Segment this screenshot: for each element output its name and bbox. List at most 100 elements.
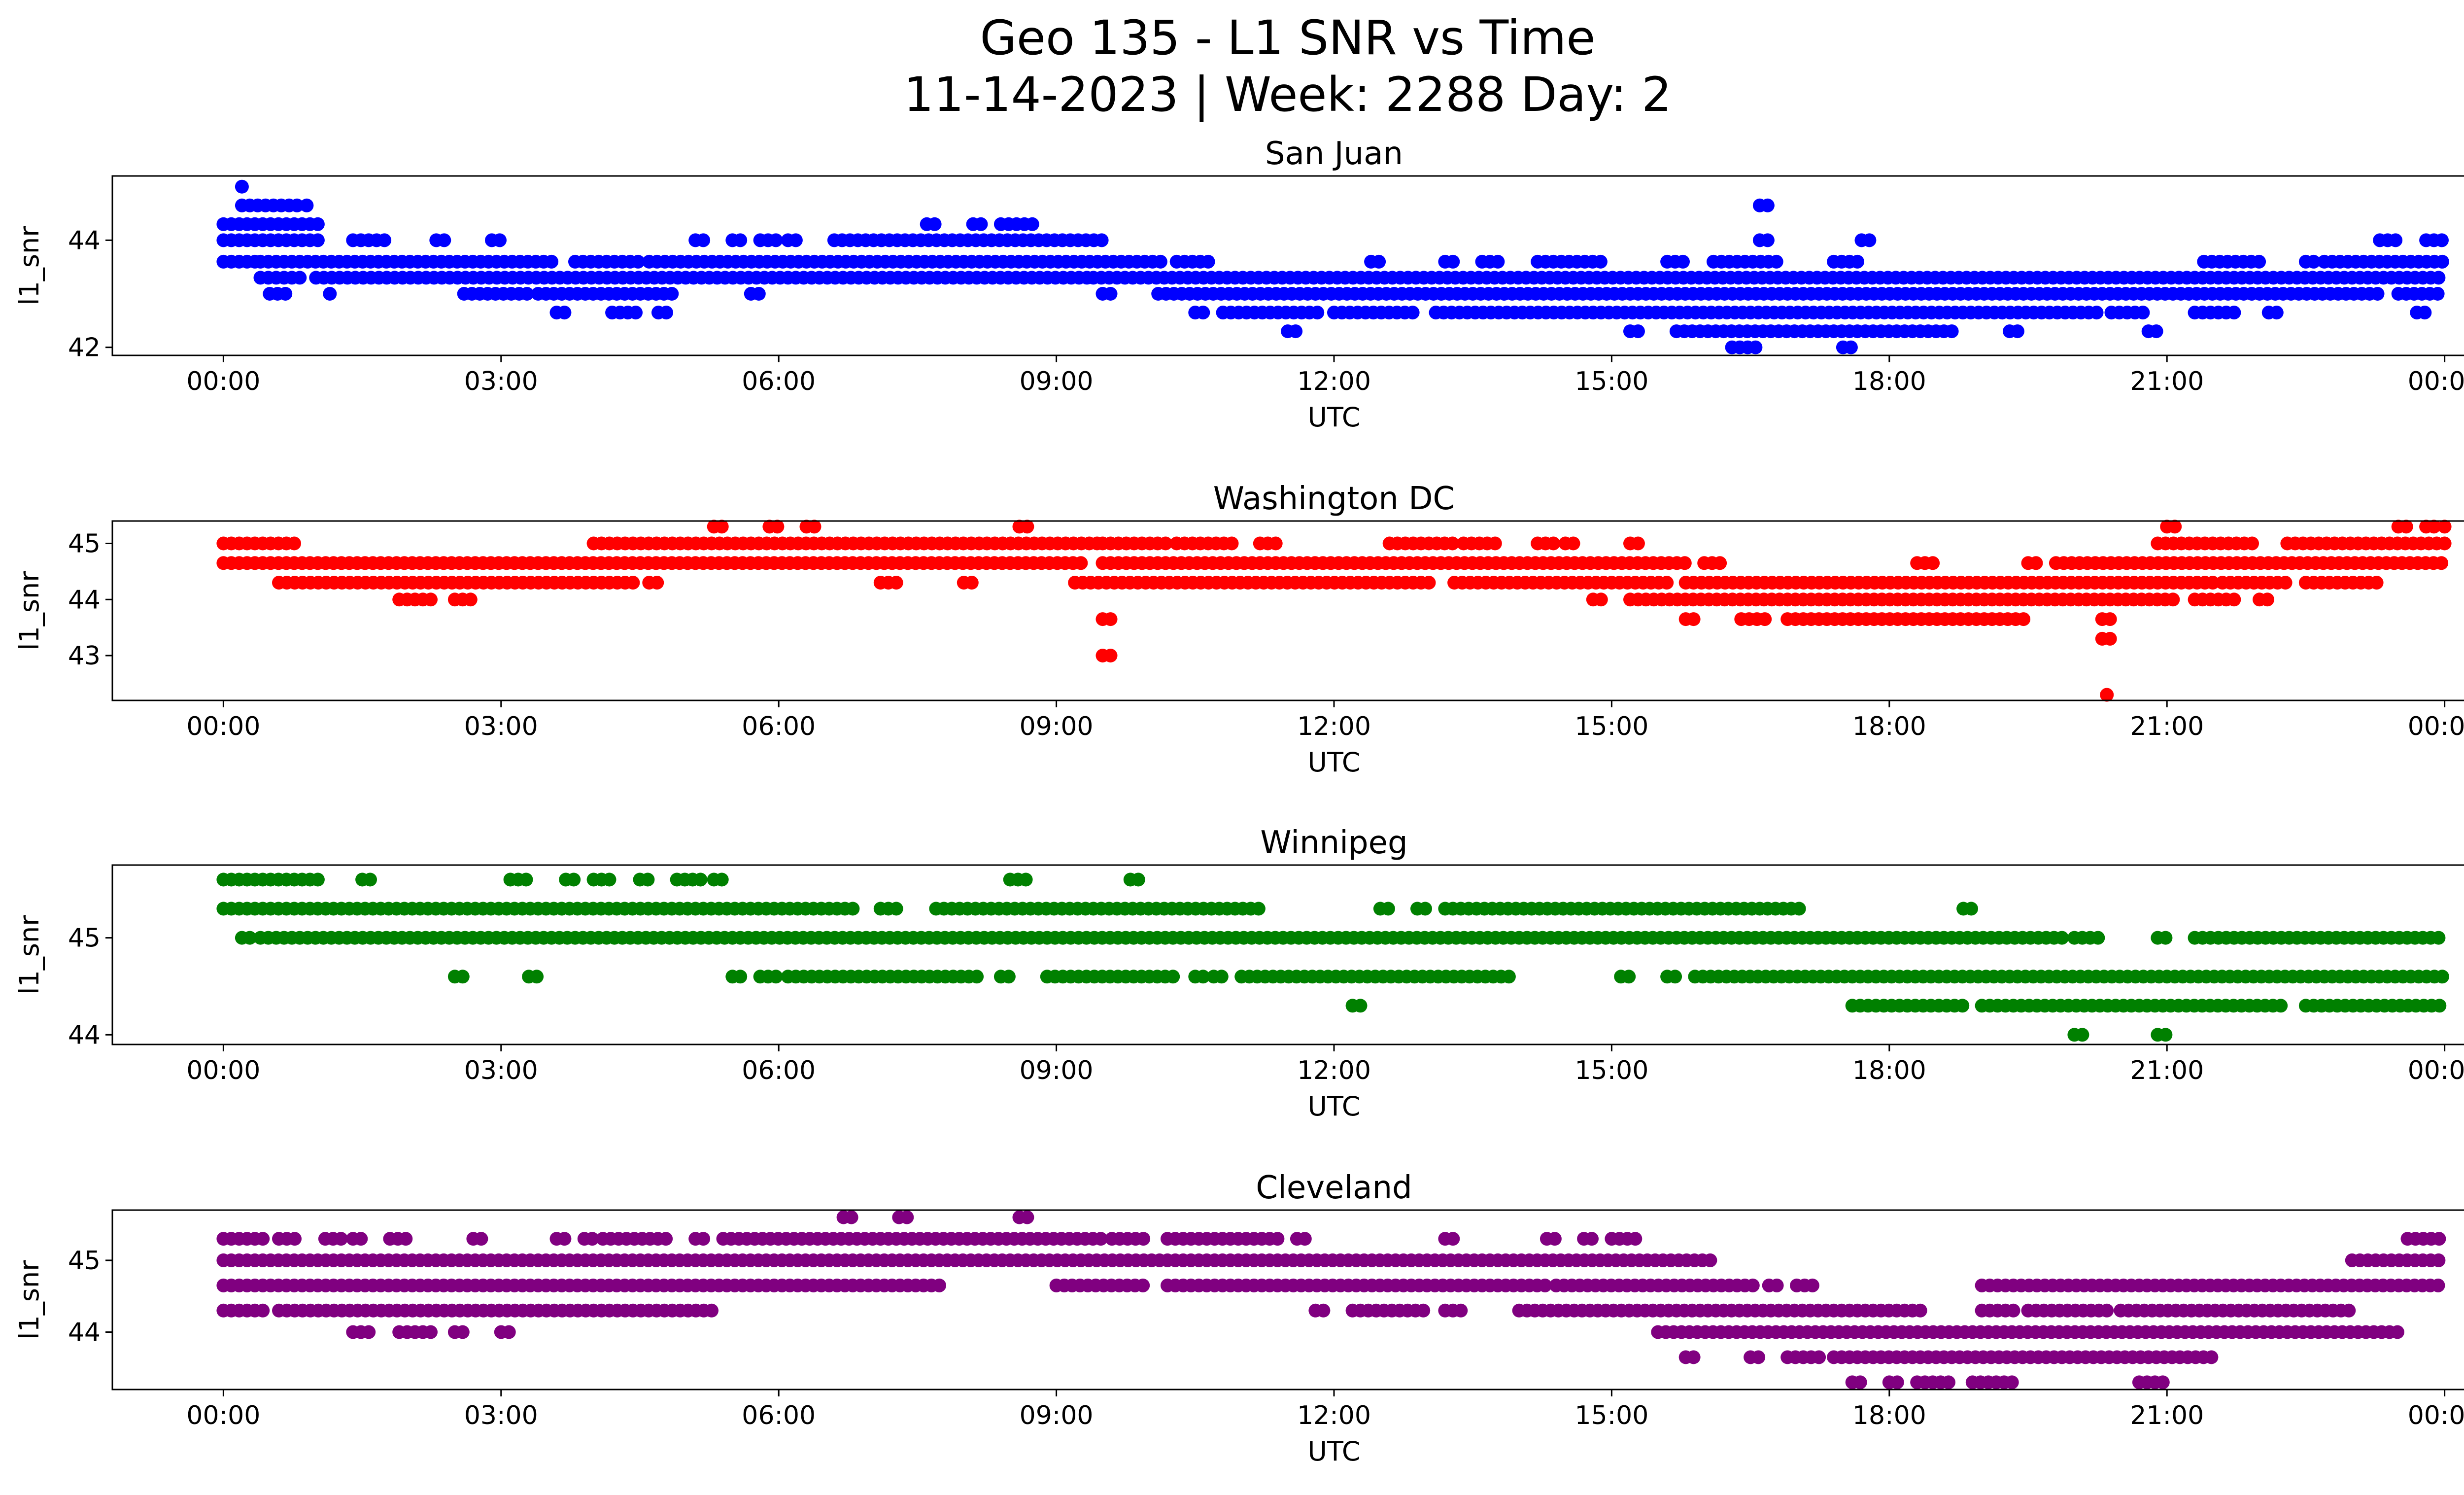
data-point <box>520 287 534 301</box>
data-point <box>1251 902 1266 916</box>
data-point <box>2158 1028 2173 1042</box>
data-point <box>1748 340 1763 354</box>
data-point <box>502 1325 516 1339</box>
data-point <box>631 254 645 269</box>
y-tick-label: 44 <box>68 1318 101 1348</box>
data-points <box>216 1210 2446 1390</box>
panel-title: Cleveland <box>1256 1170 1412 1206</box>
data-point <box>1844 340 1858 354</box>
data-point <box>455 970 470 984</box>
y-tick-label: 44 <box>68 1020 101 1050</box>
data-point <box>323 287 337 301</box>
data-point <box>1422 576 1436 590</box>
data-point <box>964 576 979 590</box>
data-point <box>769 233 783 247</box>
data-point <box>1770 1278 1784 1292</box>
data-point <box>602 872 616 887</box>
data-point <box>769 970 783 984</box>
data-point <box>310 872 325 887</box>
data-point <box>363 872 377 887</box>
x-tick-label: 03:00 <box>464 1056 538 1085</box>
data-point <box>2430 287 2445 301</box>
data-point <box>1676 254 1690 269</box>
data-point <box>530 970 544 984</box>
data-point <box>290 198 304 212</box>
x-tick-label: 00:00 <box>2408 1056 2464 1085</box>
data-point <box>2278 576 2293 590</box>
data-point <box>2227 306 2241 320</box>
data-point <box>437 233 451 247</box>
data-point <box>752 287 766 301</box>
data-point <box>733 233 748 247</box>
data-point <box>1270 1232 1285 1246</box>
data-point <box>1631 324 1645 339</box>
figure-title-line2: 11-14-2023 | Week: 2288 Day: 2 <box>904 67 1672 123</box>
chart-panels: San Juan 00:00 03:00 06:00 09:00 12:00 15:00 18… <box>14 136 2464 1467</box>
data-point <box>1631 536 1645 551</box>
x-axis-label: UTC <box>1307 402 1360 433</box>
x-tick-label: 21:00 <box>2130 1401 2204 1430</box>
y-tick-label: 43 <box>68 641 101 671</box>
x-tick-label: 00:00 <box>2408 712 2464 741</box>
data-point <box>1131 872 1145 887</box>
data-point <box>846 902 860 916</box>
data-point <box>1538 1278 1552 1292</box>
x-tick-label: 06:00 <box>742 712 816 741</box>
data-point <box>2010 324 2024 339</box>
data-point <box>557 1232 572 1246</box>
x-tick-label: 00:00 <box>2408 367 2464 396</box>
data-point <box>1758 612 1772 626</box>
data-point <box>545 254 559 269</box>
data-point <box>585 1232 599 1246</box>
data-point <box>1760 198 1775 212</box>
data-point <box>2369 576 2384 590</box>
data-point <box>1405 306 1420 320</box>
x-tick-label: 09:00 <box>1020 367 1094 396</box>
data-point <box>2100 1303 2114 1318</box>
data-point <box>1502 970 1516 984</box>
data-point <box>1298 1232 1312 1246</box>
data-point <box>970 970 984 984</box>
data-point <box>424 1325 438 1339</box>
y-axis-label: l1_snr <box>14 915 45 995</box>
data-point <box>1153 254 1167 269</box>
data-point <box>1488 536 1502 551</box>
data-point <box>2306 254 2321 269</box>
x-tick-label: 18:00 <box>1852 712 1926 741</box>
x-axis-label: UTC <box>1307 747 1360 778</box>
data-point <box>974 217 988 231</box>
data-point <box>2075 1028 2089 1042</box>
data-point <box>1566 536 1580 551</box>
data-point <box>399 1232 413 1246</box>
panel-title: Winnipeg <box>1260 825 1407 861</box>
data-point <box>2149 324 2163 339</box>
data-point <box>1019 872 1033 887</box>
data-point <box>2166 592 2180 607</box>
data-point <box>2399 520 2413 534</box>
data-point <box>844 1210 858 1224</box>
x-tick-label: 12:00 <box>1297 712 1371 741</box>
panel-title: San Juan <box>1265 136 1403 172</box>
data-point <box>1025 217 1039 231</box>
data-point <box>1686 1350 1701 1364</box>
data-point <box>1103 287 1118 301</box>
data-point <box>696 233 711 247</box>
data-point <box>287 536 301 551</box>
data-point <box>770 520 785 534</box>
data-point <box>1201 254 1215 269</box>
data-point <box>1020 520 1034 534</box>
data-point <box>693 872 708 887</box>
y-tick-label: 45 <box>68 1246 101 1276</box>
data-point <box>715 872 729 887</box>
data-point <box>626 576 640 590</box>
data-point <box>1381 902 1395 916</box>
data-point <box>2427 520 2441 534</box>
data-point <box>1853 1375 1867 1390</box>
figure-title-line1: Geo 135 - L1 SNR vs Time <box>980 10 1596 66</box>
data-point <box>377 233 392 247</box>
data-point <box>788 233 803 247</box>
data-point <box>1812 1350 1826 1364</box>
data-point <box>2435 254 2449 269</box>
axes-frame <box>111 864 2464 1045</box>
